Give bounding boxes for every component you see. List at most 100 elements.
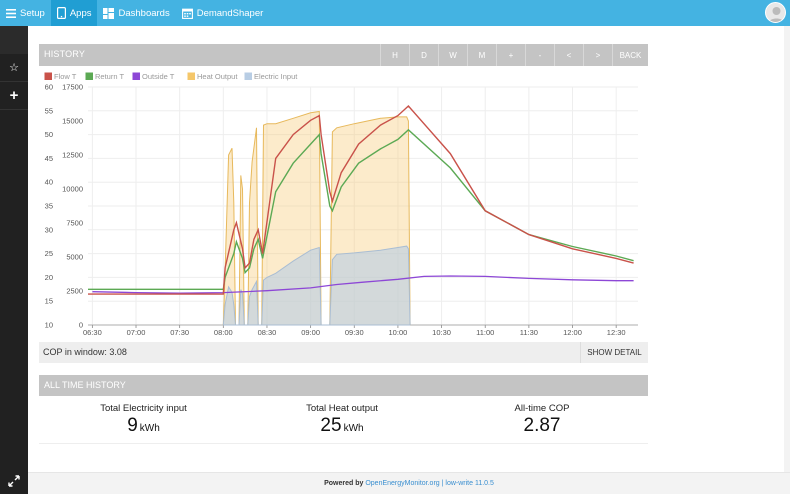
x-tick-label: 11:00 <box>476 328 494 337</box>
pan-right-button[interactable]: > <box>583 44 612 66</box>
range-week-button[interactable]: W <box>438 44 467 66</box>
left-tick-label: 25 <box>45 249 53 258</box>
expand-icon <box>8 475 20 487</box>
left-tick-label: 15 <box>45 297 53 306</box>
legend-swatch <box>244 72 252 80</box>
legend-label: Electric Input <box>254 72 298 81</box>
expand-button[interactable] <box>7 474 21 488</box>
legend-label: Flow T <box>54 72 77 81</box>
history-chart[interactable]: 10 15 20 25 30 35 40 45 50 55 60 0 2500 5000 7500 10000… <box>39 66 648 342</box>
left-tick-label: 35 <box>45 202 53 211</box>
pan-left-button[interactable]: < <box>554 44 583 66</box>
footer-version: | low-write 11.0.5 <box>441 480 494 487</box>
nav-apps-label: Apps <box>69 7 92 19</box>
nav-setup[interactable]: Setup <box>0 0 51 26</box>
x-tick-label: 06:30 <box>83 328 102 337</box>
x-tick-label: 08:00 <box>214 328 233 337</box>
stat-heat-label: Total Heat output <box>306 403 378 414</box>
calendar-icon <box>181 8 193 19</box>
legend-swatch <box>187 72 195 80</box>
footer-link[interactable]: OpenEnergyMonitor.org <box>365 480 440 487</box>
left-tick-label: 20 <box>45 273 53 282</box>
history-title: HISTORY <box>44 49 86 59</box>
cop-window-label: COP in window: 3.08 <box>43 347 127 357</box>
nav-apps[interactable]: Apps <box>50 0 98 26</box>
top-navbar: Setup Apps Dashboards DemandShaper <box>0 0 790 26</box>
x-tick-label: 07:30 <box>170 328 189 337</box>
menu-icon <box>6 8 16 18</box>
nav-demandshaper[interactable]: DemandShaper <box>176 0 270 26</box>
nav-dashboards[interactable]: Dashboards <box>97 0 175 26</box>
x-tick-label: 09:30 <box>345 328 364 337</box>
nav-setup-label: Setup <box>20 7 45 19</box>
left-tick-label: 45 <box>45 154 53 163</box>
left-tick-label: 60 <box>45 83 53 92</box>
all-time-title: ALL TIME HISTORY <box>44 380 126 390</box>
nav-demandshaper-label: DemandShaper <box>196 7 264 19</box>
footer: Powered by OpenEnergyMonitor.org | low-w… <box>28 472 790 494</box>
right-tick-label: 5000 <box>66 253 83 262</box>
sidebar-spacer <box>0 26 28 54</box>
stat-electricity-label: Total Electricity input <box>100 403 187 414</box>
tablet-icon <box>56 7 66 19</box>
right-tick-label: 7500 <box>66 219 83 228</box>
left-tick-label: 40 <box>45 178 53 187</box>
legend-label: Return T <box>95 72 124 81</box>
legend-swatch <box>85 72 93 80</box>
right-tick-label: 2500 <box>66 287 83 296</box>
right-tick-label: 15000 <box>62 117 83 126</box>
legend-label: Heat Output <box>197 72 238 81</box>
x-tick-label: 08:30 <box>258 328 277 337</box>
legend-swatch <box>132 72 140 80</box>
right-tick-label: 17500 <box>62 83 83 92</box>
history-header: HISTORY H D W M + - < > BACK <box>39 44 648 66</box>
stat-heat: Total Heat output 25 kWh <box>292 403 392 437</box>
x-tick-label: 10:00 <box>389 328 408 337</box>
nav-dashboards-label: Dashboards <box>118 7 170 19</box>
left-tick-label: 30 <box>45 225 53 234</box>
right-tick-label: 10000 <box>62 185 83 194</box>
add-button[interactable]: + <box>0 82 28 110</box>
range-day-button[interactable]: D <box>409 44 438 66</box>
series-electric-input <box>222 245 411 326</box>
series-outside-t <box>92 275 634 294</box>
stat-cop-value: 2.87 <box>523 415 561 436</box>
stat-heat-value: 25 <box>320 415 342 436</box>
star-icon: ☆ <box>9 62 19 74</box>
all-time-header: ALL TIME HISTORY <box>39 375 648 396</box>
stat-cop-label: All-time COP <box>514 403 570 414</box>
x-tick-label: 09:00 <box>301 328 320 337</box>
page-scrollbar[interactable] <box>784 26 790 472</box>
stat-electricity-value: 9 <box>127 415 138 436</box>
stat-electricity-unit: kWh <box>139 423 160 434</box>
show-detail-button[interactable]: SHOW DETAIL <box>580 342 648 363</box>
favourite-button[interactable]: ☆ <box>0 54 28 82</box>
x-tick-label: 12:00 <box>563 328 582 337</box>
stat-electricity: Total Electricity input 9 kWh <box>86 403 201 437</box>
x-tick-label: 07:00 <box>127 328 146 337</box>
right-tick-label: 0 <box>79 321 83 330</box>
user-icon <box>768 7 785 22</box>
legend-label: Outside T <box>142 72 175 81</box>
stat-cop: All-time COP 2.87 <box>497 403 587 437</box>
dashboard-icon <box>103 7 115 19</box>
user-avatar[interactable] <box>765 2 786 23</box>
cop-window-bar: COP in window: 3.08 SHOW DETAIL <box>39 342 648 363</box>
left-tick-label: 10 <box>45 321 53 330</box>
x-tick-label: 11:30 <box>520 328 538 337</box>
right-tick-label: 12500 <box>62 151 83 160</box>
legend-swatch <box>44 72 52 80</box>
left-tick-label: 50 <box>45 130 53 139</box>
range-month-button[interactable]: M <box>467 44 496 66</box>
all-time-stats: Total Electricity input 9 kWh Total Heat … <box>39 396 648 444</box>
x-tick-label: 10:30 <box>432 328 451 337</box>
back-button[interactable]: BACK <box>612 44 648 66</box>
zoom-out-button[interactable]: - <box>525 44 554 66</box>
stat-heat-unit: kWh <box>343 423 364 434</box>
series-return-t <box>88 128 634 290</box>
left-tick-label: 55 <box>45 106 53 115</box>
x-tick-label: 12:30 <box>607 328 626 337</box>
left-sidebar: ☆ + <box>0 26 28 494</box>
range-hour-button[interactable]: H <box>380 44 409 66</box>
zoom-in-button[interactable]: + <box>496 44 525 66</box>
